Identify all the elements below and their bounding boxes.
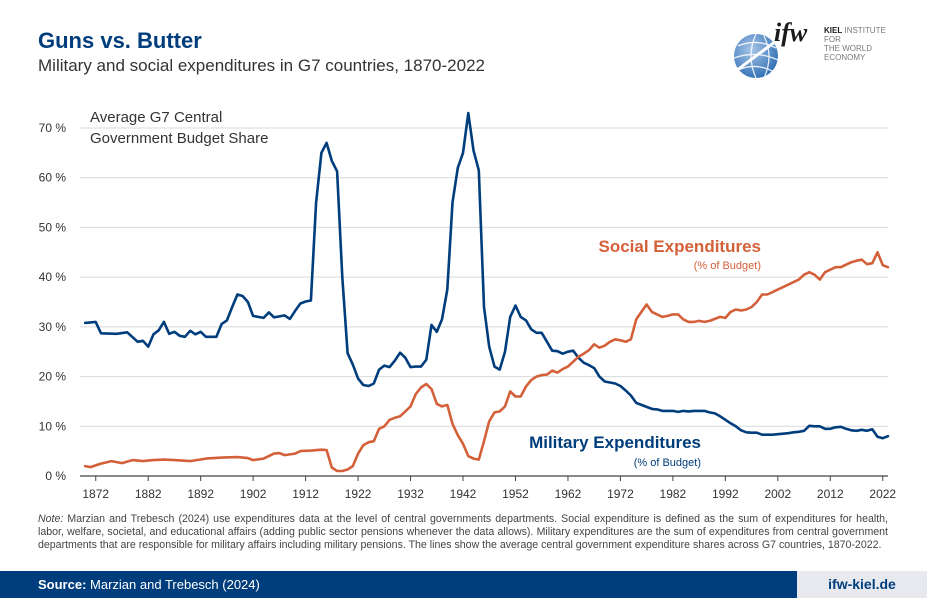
note-label: Note:: [38, 513, 64, 525]
social-series-sublabel: (% of Budget): [694, 260, 761, 272]
x-tick-label: 1942: [450, 487, 477, 501]
chart-note: Note: Marzian and Trebesch (2024) use ex…: [38, 513, 888, 552]
military-series-label: Military Expenditures: [529, 433, 701, 452]
social-series-label: Social Expenditures: [599, 237, 762, 256]
y-tick-label: 0 %: [45, 469, 66, 483]
ifw-logo[interactable]: ifw KIEL INSTITUTE FOR THE WORLD ECONOMY: [728, 18, 898, 88]
y-tick-label: 20 %: [39, 370, 67, 384]
logo-line1: INSTITUTE FOR: [824, 26, 886, 44]
x-tick-label: 1982: [660, 487, 687, 501]
x-tick-label: 2002: [764, 487, 791, 501]
x-tick-label: 1892: [187, 487, 214, 501]
chart-inner-title-line1: Average G7 Central: [90, 109, 222, 126]
series-lines: [83, 111, 890, 473]
footer-url-link[interactable]: ifw-kiel.de: [797, 571, 927, 598]
social-series-line: [83, 251, 890, 473]
x-tick-label: 1882: [135, 487, 162, 501]
x-tick-label: 2012: [817, 487, 844, 501]
footer-bar: Source: Marzian and Trebesch (2024) ifw-…: [0, 571, 927, 598]
note-text: Marzian and Trebesch (2024) use expendit…: [38, 513, 888, 551]
source-text: Marzian and Trebesch (2024): [90, 577, 260, 592]
logo-line2: THE WORLD ECONOMY: [824, 44, 872, 62]
source-label: Source:: [38, 577, 87, 592]
y-tick-label: 30 %: [39, 320, 67, 334]
y-axis: 0 % 10 % 20 % 30 % 40 % 50 % 60 % 70 %: [39, 121, 67, 483]
logo-institute-text: KIEL INSTITUTE FOR THE WORLD ECONOMY: [824, 26, 904, 62]
military-series-line: [83, 111, 890, 440]
globe-icon: [731, 32, 787, 79]
x-tick-label: 1992: [712, 487, 739, 501]
y-tick-label: 10 %: [39, 419, 67, 433]
x-tick-label: 1872: [82, 487, 109, 501]
y-tick-label: 40 %: [39, 270, 67, 284]
y-tick-label: 60 %: [39, 171, 67, 185]
footer-source: Source: Marzian and Trebesch (2024): [38, 577, 260, 592]
x-tick-label: 1962: [555, 487, 582, 501]
y-tick-label: 50 %: [39, 220, 67, 234]
logo-wordmark: ifw: [774, 18, 808, 47]
x-axis: 1872 1882 1892 1902 1912 1922 1932 1942 1952 1962…: [82, 476, 896, 501]
x-tick-label: 1932: [397, 487, 424, 501]
x-tick-label: 1952: [502, 487, 529, 501]
chart-subtitle: Military and social expenditures in G7 c…: [38, 56, 485, 75]
x-tick-label: 1912: [292, 487, 319, 501]
chart-title: Guns vs. Butter: [38, 28, 202, 53]
x-tick-label: 1902: [240, 487, 267, 501]
x-tick-label: 2022: [869, 487, 896, 501]
line-chart: 0 % 10 % 20 % 30 % 40 % 50 % 60 % 70 % 1872 1882…: [39, 109, 897, 501]
x-tick-label: 1972: [607, 487, 634, 501]
y-tick-label: 70 %: [39, 121, 67, 135]
logo-kiel: KIEL: [824, 26, 843, 35]
military-series-sublabel: (% of Budget): [634, 457, 701, 469]
x-tick-label: 1922: [345, 487, 372, 501]
chart-inner-title-line2: Government Budget Share: [90, 130, 268, 147]
